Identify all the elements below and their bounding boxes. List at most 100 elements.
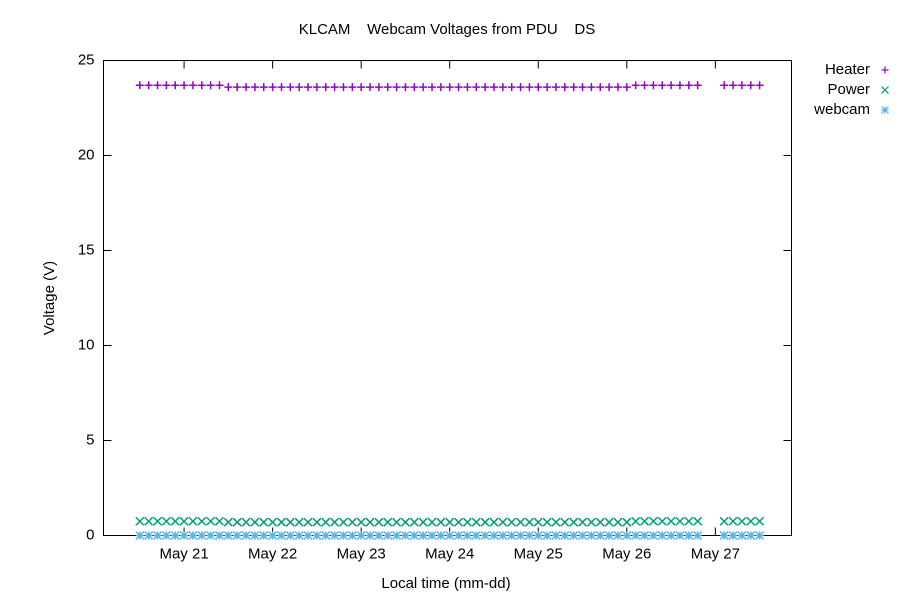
data-point xyxy=(303,517,313,527)
data-point xyxy=(312,530,322,541)
data-point xyxy=(259,83,268,92)
data-point xyxy=(180,81,189,90)
data-point xyxy=(551,530,561,541)
data-point xyxy=(666,530,676,541)
data-point xyxy=(250,83,259,92)
data-point xyxy=(268,83,277,92)
data-point xyxy=(755,530,765,541)
data-point xyxy=(658,81,667,90)
legend-label: Heater xyxy=(825,61,870,78)
x-tick-label: May 23 xyxy=(337,545,386,562)
data-point xyxy=(242,83,251,92)
data-point xyxy=(604,517,614,527)
data-point xyxy=(578,83,587,92)
data-point xyxy=(454,530,464,541)
data-point xyxy=(657,516,667,526)
data-point xyxy=(489,530,499,541)
data-point xyxy=(347,530,357,541)
data-point xyxy=(285,530,295,541)
y-tick-label: 15 xyxy=(78,241,95,258)
data-point xyxy=(569,517,579,527)
data-point xyxy=(648,530,658,541)
data-point xyxy=(445,530,455,541)
data-point xyxy=(524,517,534,527)
data-point xyxy=(666,516,676,526)
data-point xyxy=(605,83,614,92)
data-point xyxy=(613,83,622,92)
data-point xyxy=(232,530,242,541)
data-point xyxy=(259,530,269,541)
data-point xyxy=(728,530,738,541)
data-point xyxy=(357,83,366,92)
data-point xyxy=(135,81,144,90)
data-point xyxy=(578,517,588,527)
data-point xyxy=(214,530,225,541)
data-point xyxy=(170,530,180,541)
data-point xyxy=(596,83,605,92)
data-point xyxy=(152,530,163,541)
data-point xyxy=(338,517,348,527)
data-point xyxy=(622,517,632,527)
data-point xyxy=(622,83,631,92)
data-point xyxy=(595,530,605,541)
y-tick-label: 20 xyxy=(78,146,95,163)
data-point xyxy=(684,81,693,90)
x-tick-label: May 27 xyxy=(691,545,740,562)
data-point xyxy=(534,83,543,92)
data-point xyxy=(206,530,216,541)
legend-marker xyxy=(881,106,889,114)
data-point xyxy=(294,530,304,541)
data-point xyxy=(161,516,171,526)
data-point xyxy=(454,83,463,92)
data-point xyxy=(639,530,650,541)
data-point xyxy=(144,530,154,541)
data-point xyxy=(640,81,649,90)
data-point xyxy=(268,530,278,541)
data-point xyxy=(649,81,658,90)
x-axis-label: Local time (mm-dd) xyxy=(381,575,510,592)
data-point xyxy=(719,516,729,526)
data-point xyxy=(188,516,198,526)
plot-frame xyxy=(103,60,792,536)
data-point xyxy=(409,517,419,527)
data-point xyxy=(684,530,694,541)
data-point xyxy=(480,517,490,527)
legend-label: webcam xyxy=(813,101,870,118)
data-point xyxy=(410,83,419,92)
data-point xyxy=(241,517,251,527)
data-point xyxy=(436,517,446,527)
data-point xyxy=(507,83,516,92)
data-point xyxy=(241,530,251,541)
data-point xyxy=(737,530,747,541)
data-point xyxy=(569,83,578,92)
data-point xyxy=(428,83,437,92)
data-point xyxy=(533,530,543,541)
data-point xyxy=(631,530,641,541)
chart-title: KLCAM Webcam Voltages from PDU DS xyxy=(299,21,595,38)
data-point xyxy=(179,530,189,541)
data-point xyxy=(729,81,738,90)
data-point xyxy=(684,516,694,526)
data-point xyxy=(755,81,764,90)
y-axis-label: Voltage (V) xyxy=(41,261,58,335)
data-point xyxy=(330,83,339,92)
data-point xyxy=(693,81,702,90)
data-point xyxy=(613,517,623,527)
data-point xyxy=(542,517,552,527)
data-point xyxy=(560,530,570,541)
data-point xyxy=(516,83,525,92)
data-point xyxy=(330,517,340,527)
data-point xyxy=(409,530,419,541)
data-point xyxy=(613,530,623,541)
data-point xyxy=(525,83,534,92)
data-point xyxy=(383,530,393,541)
data-point xyxy=(648,516,658,526)
data-point xyxy=(516,517,526,527)
data-point xyxy=(400,530,410,541)
data-point xyxy=(366,83,375,92)
data-point xyxy=(162,81,171,90)
x-tick-label: May 25 xyxy=(514,545,563,562)
data-point xyxy=(507,517,517,527)
data-point xyxy=(533,517,543,527)
data-point xyxy=(728,516,738,526)
